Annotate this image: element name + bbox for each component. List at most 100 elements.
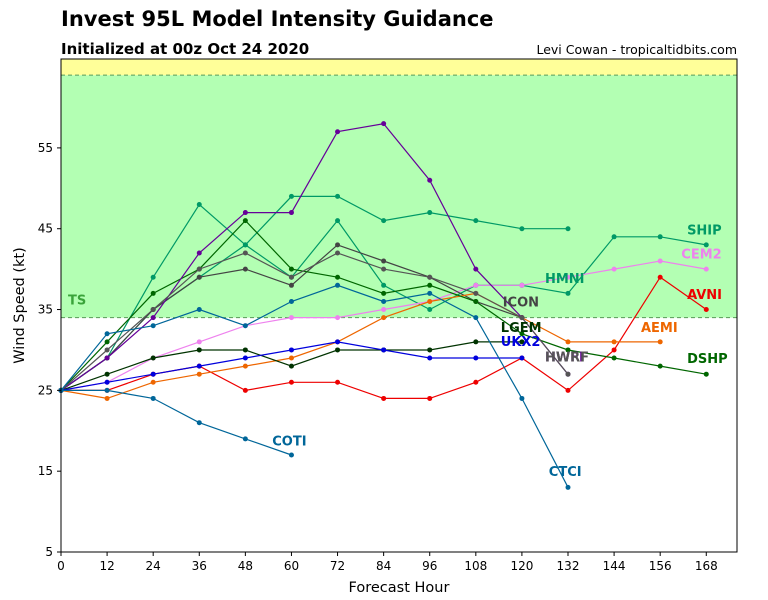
data-point-ctci [242,323,248,329]
band-label-ts: TS [68,294,86,309]
data-point-hwfi [104,355,110,361]
data-point-ship [703,242,709,248]
data-point-aemi [104,395,110,401]
data-point-ukx2 [150,371,156,377]
series-label-ship: SHIP [687,223,722,238]
data-point-ctci [565,484,571,490]
data-point-lgem [288,363,294,369]
series-label-ukx2: UKX2 [501,335,541,350]
x-tick-label: 144 [603,559,626,573]
data-point-ukx2 [335,339,341,345]
data-point-hmni [427,210,433,216]
series-coti [58,387,294,458]
data-point-dshp [427,282,433,288]
data-point-hmni [288,193,294,199]
data-point-coti [196,420,202,426]
data-point-hwrf [150,307,156,313]
series-label-coti: COTI [272,434,306,449]
data-point-aemi [611,339,617,345]
series-line-hwfi [60,123,569,391]
data-point-dshp [473,298,479,304]
y-axis-label: Wind Speed (kt) [12,247,28,364]
data-point-dshp [519,331,525,337]
data-point-hwrf [381,266,387,272]
series-label-icon: ICON [503,295,539,310]
series-label-cem2: CEM2 [681,248,721,263]
data-point-ctci [473,315,479,321]
band-upper [61,59,737,76]
x-tick-label: 84 [376,559,391,573]
data-point-hwrf [242,250,248,256]
data-point-avni [427,395,433,401]
series-label-dshp: DSHP [687,352,728,367]
x-tick-label: 168 [695,559,718,573]
data-point-hwfi [427,177,433,183]
series-line-ctci [60,284,569,488]
data-point-hmni [519,226,525,232]
axes-layer: 0 12 24 36 48 60 72 84 96 108 120 132 144 156 168 5 15 25… [38,141,718,573]
data-point-aemi [242,363,248,369]
bands-layer: TS [61,59,737,319]
x-axis-label: Forecast Hour [349,580,450,596]
y-tick-label: 15 [38,464,53,478]
x-tick-label: 12 [99,559,114,573]
x-tick-label: 60 [284,559,299,573]
data-point-hmni [381,218,387,224]
data-point-cem2 [288,315,294,321]
data-point-hwfi [335,129,341,135]
data-point-hmni [242,242,248,248]
data-point-icon [196,274,202,280]
data-point-ship [196,201,202,207]
data-point-ctci [335,282,341,288]
data-point-ship [657,234,663,240]
data-point-hwfi [150,315,156,321]
data-point-aemi [150,379,156,385]
chart-title: Invest 95L Model Intensity Guidance [61,7,494,31]
series-label-ctci: CTCI [549,465,582,480]
data-point-coti [104,387,110,393]
data-point-ukx2 [519,355,525,361]
data-point-hwrf [104,347,110,353]
data-point-aemi [657,339,663,345]
series-line-coti [61,389,292,456]
data-point-cem2 [565,274,571,280]
data-point-cem2 [703,266,709,272]
data-point-dshp [104,339,110,345]
data-point-icon [381,258,387,264]
data-point-coti [288,452,294,458]
data-point-aemi [196,371,202,377]
data-point-hwfi [473,266,479,272]
data-point-avni [242,387,248,393]
data-point-hmni [335,193,341,199]
data-point-cem2 [611,266,617,272]
data-point-icon [335,242,341,248]
series-lgem [58,339,525,393]
data-point-ukx2 [381,347,387,353]
data-point-avni [703,307,709,313]
data-point-hwrf [427,274,433,280]
y-tick-label: 5 [45,545,53,559]
data-point-hwrf [335,250,341,256]
x-tick-label: 36 [192,559,207,573]
x-tick-label: 72 [330,559,345,573]
data-point-ctci [381,298,387,304]
data-point-ukx2 [104,379,110,385]
data-point-ship [565,290,571,296]
data-point-avni [611,347,617,353]
data-point-dshp [565,347,571,353]
data-point-icon [288,282,294,288]
data-point-coti [150,395,156,401]
data-point-ctci [519,395,525,401]
data-point-aemi [381,315,387,321]
x-tick-label: 96 [422,559,437,573]
data-point-lgem [473,339,479,345]
data-point-hwrf [288,274,294,280]
x-tick-label: 120 [510,559,533,573]
data-point-ctci [104,331,110,337]
series-line-aemi [60,292,661,400]
data-point-ctci [288,298,294,304]
series-label-lgem: LGEM [501,321,542,336]
series-label-hmni: HMNI [545,272,585,287]
x-tick-label: 48 [238,559,253,573]
